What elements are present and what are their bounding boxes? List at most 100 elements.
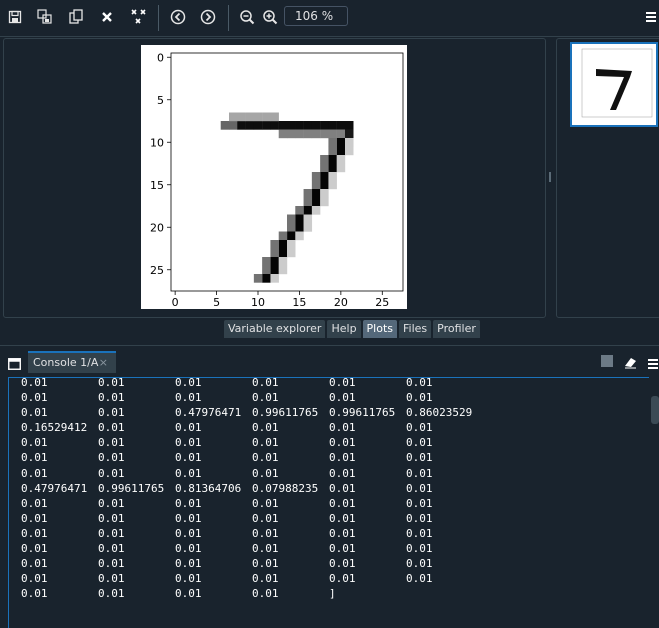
zoom-in-icon[interactable]	[258, 6, 282, 28]
console-cell: 0.01	[252, 436, 279, 450]
axes-frame	[170, 52, 404, 292]
console-scrollbar[interactable]	[649, 377, 659, 628]
menu-icon[interactable]	[643, 6, 659, 28]
plot-thumbnail[interactable]	[570, 42, 658, 127]
console-cell: 0.01	[98, 557, 125, 571]
digit-pixel	[237, 112, 246, 122]
digit-pixel	[262, 265, 271, 275]
digit-pixel	[295, 129, 304, 139]
y-tick-label: 20	[150, 221, 164, 234]
tab-profiler[interactable]: Profiler	[433, 320, 480, 338]
x-tick-label: 10	[251, 296, 265, 309]
console-output[interactable]: 0.01 0.01 0.01 0.01 0.01 0.01 0.01 0.01 0.01 0.01…	[8, 377, 659, 628]
console-cell: 0.01	[21, 496, 48, 510]
console-cell: 0.01	[329, 572, 356, 586]
digit-pixel	[311, 121, 321, 130]
console-cell: 0.01	[406, 511, 433, 525]
console-cell: 0.01	[175, 391, 202, 405]
digit-pixel	[311, 172, 321, 181]
console-cell: 0.01	[98, 542, 125, 556]
digit-pixel	[270, 112, 279, 122]
console-cell: 0.01	[175, 436, 202, 450]
digit-pixel	[295, 214, 304, 224]
digit-pixel	[328, 129, 337, 139]
forward-icon[interactable]	[196, 6, 220, 28]
digit-pixel	[336, 155, 346, 164]
digit-pixel	[320, 189, 329, 198]
y-tick-label: 15	[150, 179, 164, 192]
digit-pixel	[229, 121, 238, 130]
console-cell: 0.01	[21, 587, 48, 601]
window-icon[interactable]	[8, 355, 21, 374]
console-cell: 0.01	[406, 391, 433, 405]
digit-pixel	[287, 231, 296, 241]
console-cell: 0.01	[21, 391, 48, 405]
console-cell: 0.01	[21, 542, 48, 556]
digit-pixel	[278, 248, 288, 258]
console-cell: 0.01	[98, 587, 125, 601]
console-cell: 0.01	[175, 557, 202, 571]
console-row: 0.16529412 0.01 0.01 0.01 0.01 0.01	[21, 421, 483, 436]
digit-pixel	[287, 248, 296, 258]
close-icon[interactable]	[95, 6, 119, 28]
console-array-output: 0.01 0.01 0.01 0.01 0.01 0.01 0.01 0.01 0.01 0.01…	[21, 377, 483, 602]
tab-plots[interactable]: Plots	[362, 320, 398, 338]
console-cell: 0.01	[406, 557, 433, 571]
thumbnail-digit-icon	[581, 48, 653, 118]
console-cell: 0.01	[98, 391, 125, 405]
stop-icon[interactable]	[601, 355, 613, 367]
console-row: 0.47976471 0.99611765 0.81364706 0.07988235…	[21, 482, 483, 497]
console-cell: 0.01	[21, 406, 48, 420]
console-tab-label: Console 1/A	[33, 356, 99, 369]
console-scroll-thumb[interactable]	[651, 396, 659, 424]
console-cell: 0.81364706	[175, 481, 242, 495]
console-cell	[406, 587, 483, 602]
tab-console[interactable]: Console 1/A ×	[28, 351, 116, 373]
zoom-input[interactable]: 106 %	[284, 6, 348, 26]
digit-pixel	[336, 121, 346, 130]
save-all-icon[interactable]	[33, 6, 57, 28]
console-menu-icon[interactable]	[647, 355, 659, 374]
console-cell: 0.99611765	[98, 481, 165, 495]
digit-pixel	[295, 206, 304, 215]
digit-pixel	[311, 129, 321, 139]
digit-pixel	[320, 197, 329, 207]
digit-pixel	[311, 206, 321, 215]
close-all-icon[interactable]	[127, 6, 151, 28]
console-cell: 0.01	[98, 421, 125, 435]
save-icon[interactable]	[3, 6, 27, 28]
console-cell: 0.01	[252, 466, 279, 480]
console-cell: 0.01	[252, 421, 279, 435]
eraser-icon[interactable]	[623, 354, 638, 373]
digit-pixel	[336, 146, 346, 156]
digit-pixel	[270, 240, 279, 249]
console-cell: 0.01	[98, 451, 125, 465]
x-axis-ticks: 0 5 10 15 20 25	[172, 291, 389, 309]
console-row: 0.01 0.01 0.01 0.01 0.01 0.01	[21, 527, 483, 542]
console-cell: 0.01	[406, 496, 433, 510]
plots-toolbar: 106 %	[0, 0, 659, 37]
copy-icon[interactable]	[64, 6, 88, 28]
console-cell: 0.01	[329, 557, 356, 571]
digit-pixel	[278, 129, 288, 139]
digit-pixel	[311, 197, 321, 207]
digit-pixel	[270, 121, 279, 130]
splitter-handle[interactable]	[549, 172, 551, 182]
tab-variable-explorer[interactable]: Variable explorer	[224, 320, 326, 338]
back-icon[interactable]	[166, 6, 190, 28]
console-cell: 0.01	[98, 406, 125, 420]
close-icon[interactable]: ×	[98, 356, 108, 369]
tab-help[interactable]: Help	[327, 320, 361, 338]
digit-pixel	[328, 146, 337, 156]
console-cell: 0.01	[329, 377, 356, 389]
digit-pixel	[278, 121, 288, 130]
digit-pixel	[245, 121, 255, 130]
console-cell: 0.01	[406, 466, 433, 480]
console-cell: 0.01	[21, 436, 48, 450]
y-tick-label: 5	[157, 94, 164, 107]
tab-files[interactable]: Files	[399, 320, 432, 338]
digit-pixel	[253, 274, 263, 283]
digit-pixel	[287, 121, 296, 130]
console-cell: 0.01	[175, 377, 202, 389]
zoom-out-icon[interactable]	[235, 6, 259, 28]
